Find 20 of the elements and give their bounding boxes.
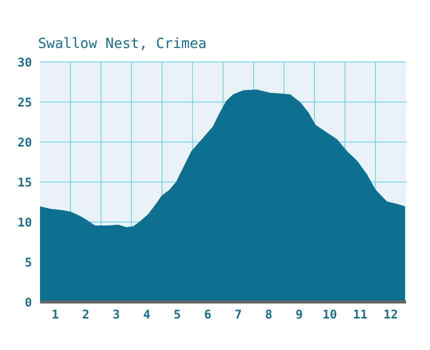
x-tick-label: 3 (112, 308, 120, 322)
y-tick-label: 5 (24, 255, 32, 270)
x-tick-label: 8 (265, 308, 272, 322)
x-tick-label: 10 (322, 308, 337, 322)
y-tick-label: 0 (24, 295, 32, 310)
y-tick-label: 10 (18, 215, 32, 230)
x-tick-label: 4 (143, 308, 150, 322)
chart-title: Swallow Nest, Crimea (38, 36, 207, 52)
y-tick-label: 15 (18, 175, 32, 190)
y-tick-label: 30 (18, 55, 32, 70)
y-tick-label: 25 (18, 95, 32, 110)
x-tick-label: 11 (353, 308, 368, 322)
x-tick-label: 5 (174, 308, 181, 322)
x-tick-label: 12 (384, 308, 398, 322)
x-tick-label: 7 (234, 308, 242, 322)
x-tick-label: 2 (82, 308, 90, 322)
y-tick-label: 20 (18, 135, 32, 150)
x-tick-label: 9 (296, 308, 303, 322)
x-tick-label: 1 (52, 308, 59, 322)
x-tick-label: 6 (204, 308, 212, 322)
